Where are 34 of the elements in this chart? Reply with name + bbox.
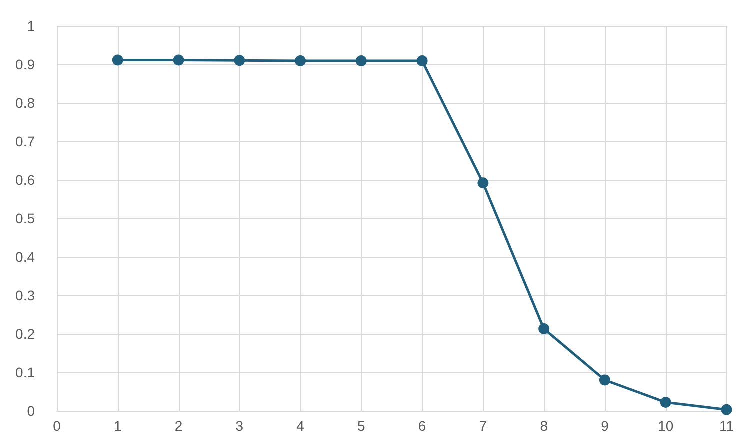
y-tick-label: 0.3 (16, 288, 36, 304)
y-tick-label: 1 (27, 18, 36, 34)
point (295, 56, 306, 67)
point (721, 404, 732, 416)
x-tick-label: 4 (296, 418, 305, 434)
y-tick-label: 0.6 (16, 172, 36, 188)
y-tick-label: 0.7 (16, 134, 36, 150)
y-tick-label: 0.2 (16, 326, 36, 342)
point (660, 397, 672, 408)
x-tick-label: 10 (658, 418, 674, 434)
y-tick-label: 0 (27, 403, 36, 419)
x-tick-label: 7 (479, 418, 488, 434)
point (478, 178, 489, 189)
y-tick-label: 0.9 (16, 56, 36, 72)
y-tick-label: 0.4 (16, 249, 36, 265)
x-tick-label: 6 (418, 418, 426, 434)
y-tick-label: 0.1 (16, 364, 36, 380)
point (416, 56, 428, 67)
x-tick-label: 2 (174, 418, 183, 434)
point (112, 54, 124, 66)
x-tick-label: 5 (358, 418, 366, 434)
x-tick-label: 3 (236, 418, 244, 434)
point (234, 55, 246, 66)
x-tick-label: 9 (601, 418, 610, 434)
point (173, 54, 184, 66)
y-tick-label: 0.8 (16, 95, 36, 111)
x-tick-label: 1 (114, 418, 122, 434)
x-tick-label: 8 (540, 418, 548, 434)
x-tick-label: 11 (719, 418, 734, 434)
point (599, 374, 610, 386)
point (356, 56, 367, 67)
y-tick-label: 0.5 (16, 210, 36, 226)
x-tick-label: 0 (53, 418, 62, 434)
point (538, 324, 550, 334)
